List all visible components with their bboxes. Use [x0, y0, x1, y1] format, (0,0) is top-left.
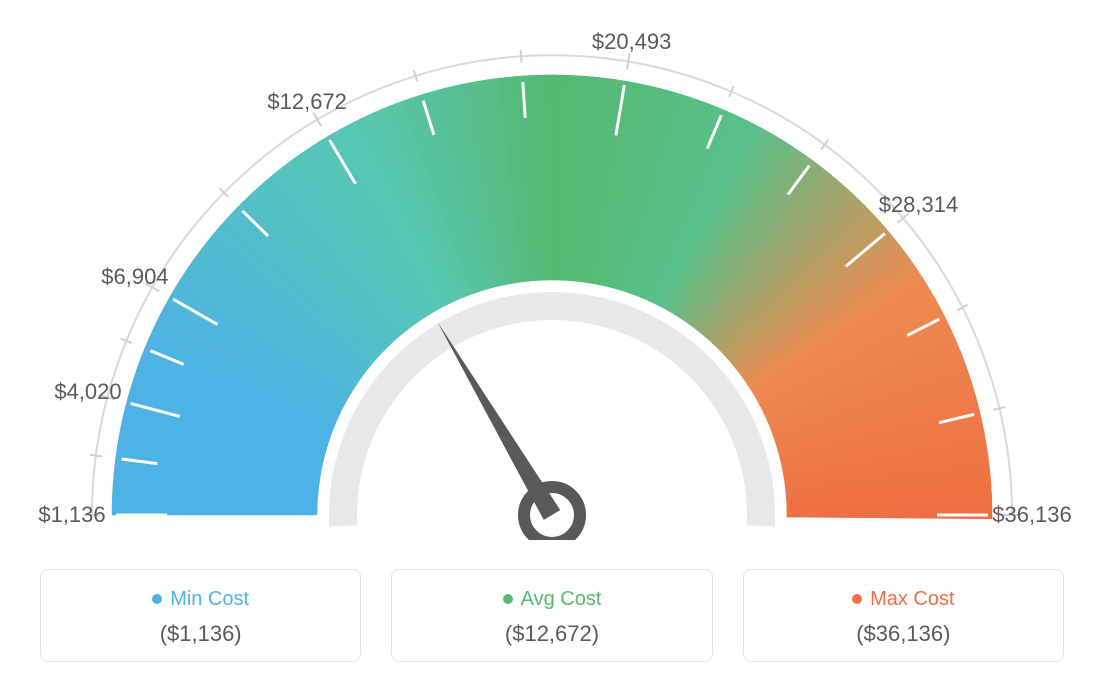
dot-icon [152, 594, 162, 604]
gauge-tick-label: $12,672 [267, 89, 347, 115]
legend-row: Min Cost ($1,136) Avg Cost ($12,672) Max… [0, 540, 1104, 690]
dot-icon [503, 594, 513, 604]
gauge-tick-label: $6,904 [101, 264, 168, 290]
gauge-tick-label: $20,493 [592, 29, 672, 55]
dot-icon [852, 594, 862, 604]
cost-gauge-widget: $1,136 $4,020 $6,904 $12,672 $20,493 $28,314 $… [0, 0, 1104, 690]
legend-value-avg: ($12,672) [402, 621, 701, 647]
gauge-chart: $1,136 $4,020 $6,904 $12,672 $20,493 $28,314 $… [0, 0, 1104, 540]
legend-value-min: ($1,136) [51, 621, 350, 647]
legend-value-max: ($36,136) [754, 621, 1053, 647]
legend-title-avg: Avg Cost [521, 588, 602, 611]
gauge-tick-label: $1,136 [38, 502, 105, 528]
gauge-tick-label: $36,136 [992, 502, 1072, 528]
legend-card-min: Min Cost ($1,136) [40, 569, 361, 662]
gauge-tick-label: $28,314 [879, 192, 959, 218]
legend-card-max: Max Cost ($36,136) [743, 569, 1064, 662]
legend-title-max: Max Cost [870, 588, 954, 611]
legend-card-avg: Avg Cost ($12,672) [391, 569, 712, 662]
gauge-tick-label: $4,020 [54, 379, 121, 405]
legend-title-min: Min Cost [170, 588, 249, 611]
